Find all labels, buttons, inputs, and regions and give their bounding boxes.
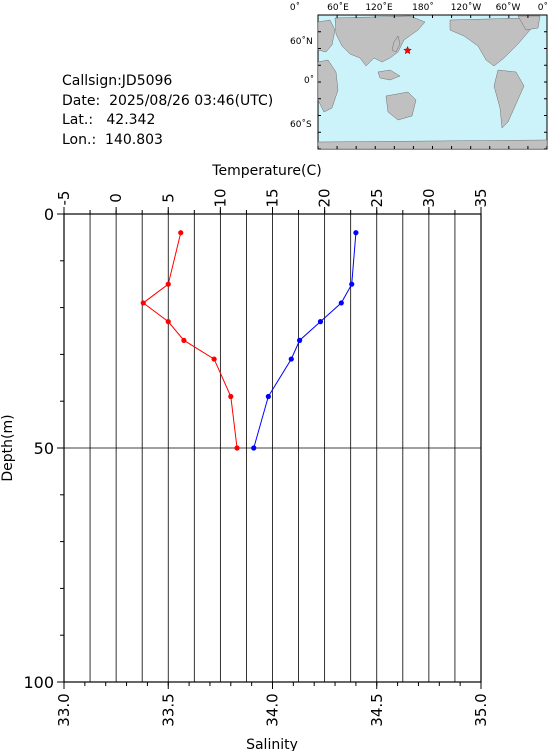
salinity-tick-label: 34.0 (264, 693, 282, 726)
map-lat-label: 60˚N (290, 36, 313, 47)
latitude-text: Lat.: 42.342 (62, 112, 156, 128)
temperature-point (234, 445, 240, 451)
salinity-point (265, 393, 271, 400)
temperature-tick-label: -5 (55, 191, 73, 206)
depth-tick-label: 0 (44, 205, 54, 224)
temperature-tick-label: 35 (472, 188, 490, 207)
temperature-tick-label: 25 (368, 188, 386, 207)
map-lon-label: 120˚W (451, 2, 482, 13)
salinity-tick-label: 35.0 (472, 693, 490, 726)
temperature-tick-label: 0 (107, 193, 125, 203)
depth-axis: 0 50 100 (23, 205, 64, 692)
map-lat-label: 60˚S (290, 119, 312, 130)
temperature-point (165, 281, 171, 287)
map-lon-label: 0˚ (538, 2, 548, 13)
salinity-point (317, 319, 324, 325)
profile-chart: -5 0 5 10 15 20 25 30 35 33.0 33.5 34.0 34.5 35.0 05… (0, 163, 490, 751)
temperature-point (165, 319, 171, 325)
temperature-point (228, 393, 234, 400)
temperature-tick-label: 10 (211, 188, 229, 207)
salinity-point (338, 300, 344, 306)
map-lon-label: 0˚ (290, 2, 300, 13)
map-lon-label: 60˚E (327, 2, 349, 13)
salinity-tick-label: 33.5 (159, 693, 177, 726)
depth-tick-label: 100 (23, 673, 54, 692)
map-frame-ticks (317, 14, 548, 150)
temperature-point (181, 337, 187, 343)
location-map: 0˚ 60˚E 120˚E 180˚ 120˚W 60˚W 0˚ 60˚N 0˚… (290, 2, 548, 150)
salinity-point (297, 337, 303, 343)
temperature-point (178, 230, 184, 236)
grid (64, 214, 481, 682)
salinity-point (349, 281, 355, 287)
salinity-axis: 33.0 33.5 34.0 34.5 35.0 (55, 682, 490, 727)
salinity-point (353, 230, 359, 236)
depth-tick-label: 50 (34, 439, 54, 458)
temperature-profile-line (142, 232, 238, 449)
salinity-tick-label: 34.5 (368, 693, 386, 726)
station-info: Callsign:JD5096 Date: 2025/08/26 03:46(U… (62, 72, 273, 150)
map-lat-label: 0˚ (304, 75, 314, 86)
temperature-tick-label: 15 (264, 188, 282, 207)
temperature-axis: -5 0 5 10 15 20 25 30 35 (55, 188, 490, 214)
station-marker-icon (403, 45, 412, 55)
series-layer (140, 230, 359, 451)
map-land (317, 15, 548, 150)
date-text: Date: 2025/08/26 03:46(UTC) (62, 92, 274, 109)
temperature-point (211, 356, 217, 362)
map-lon-label: 60˚W (496, 2, 521, 13)
temperature-axis-title: Temperature(C) (211, 163, 321, 179)
salinity-point (288, 356, 294, 362)
map-lon-label: 120˚E (365, 2, 393, 13)
depth-axis-title: Depth(m) (0, 414, 16, 481)
map-lon-label: 180˚ (412, 2, 434, 13)
salinity-tick-label: 33.0 (55, 693, 73, 726)
callsign-text: Callsign:JD5096 (62, 73, 173, 89)
longitude-text: Lon.: 140.803 (62, 131, 163, 148)
temperature-point (140, 300, 146, 306)
temperature-tick-label: 20 (316, 188, 334, 207)
salinity-point (251, 445, 257, 451)
temperature-tick-label: 30 (420, 188, 438, 207)
temperature-tick-label: 5 (159, 193, 177, 203)
salinity-axis-title: Salinity (246, 737, 298, 751)
salinity-profile-line (253, 232, 357, 449)
